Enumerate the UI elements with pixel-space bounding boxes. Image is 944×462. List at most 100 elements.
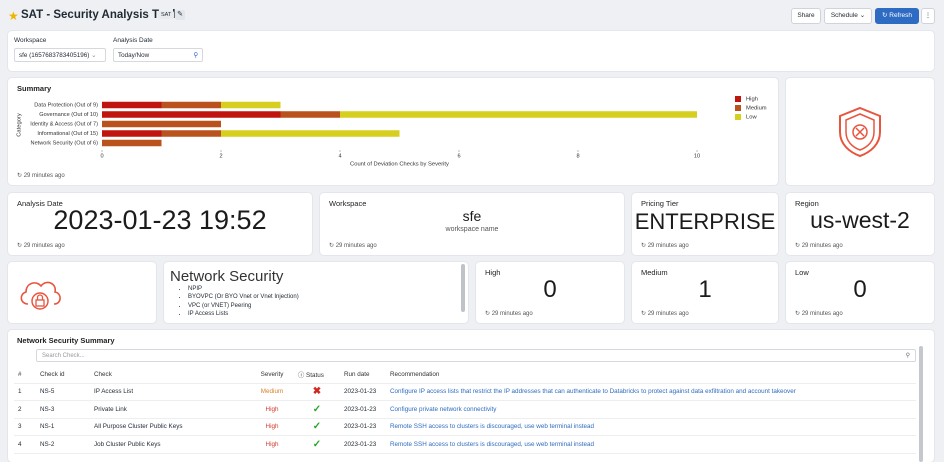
table-row[interactable]: 1 NS-5 IP Access List Medium ✖ 2023-01-23 Conf… [14, 383, 916, 401]
table-row[interactable]: 4 NS-2 Job Cluster Public Keys High ✓ 2023-01… [14, 435, 916, 454]
column-header: Run date [340, 366, 386, 384]
status-icon: ✓ [312, 403, 322, 415]
bar-segment [102, 139, 162, 147]
bar-segment [102, 120, 221, 128]
x-tick-label: 6 [457, 153, 460, 159]
counter-panel: Analysis Date 2023-01-23 19:52 29 minute… [8, 193, 312, 255]
table-panel: Network Security Summary Search Check...… [8, 330, 934, 462]
schedule-label: Schedule [830, 12, 858, 19]
column-header: Severity [250, 366, 294, 384]
num-cell: 3 [14, 418, 36, 436]
check-id-cell: NS-2 [36, 435, 90, 454]
counter-panel: Region us-west-2 29 minutes ago [786, 193, 934, 255]
scrollbar[interactable] [919, 346, 923, 462]
list-item: IP Access Lists [188, 310, 299, 318]
check-cell: All Purpose Cluster Public Keys [90, 418, 250, 436]
run-date-cell: 2023-01-23 [340, 435, 386, 454]
status-cell: ✓ [294, 418, 340, 436]
legend-label: Medium [746, 106, 767, 112]
run-date-cell: 2023-01-23 [340, 383, 386, 401]
check-cell: Private Link [90, 400, 250, 419]
updated-time: 29 minutes ago [17, 172, 65, 179]
updated-time: 29 minutes ago [17, 242, 65, 249]
status-icon: ✓ [312, 421, 322, 433]
edit-button[interactable]: ✎ [175, 10, 185, 20]
counter-title: Low [795, 268, 809, 277]
severity-cell: High [250, 418, 294, 436]
workspace-select[interactable]: sfe (1657683783405196) ⌄ [14, 48, 106, 62]
shield-panel [786, 78, 934, 185]
updated-time: 29 minutes ago [795, 242, 843, 249]
counter-title: High [485, 268, 501, 277]
bar-segment [161, 101, 221, 109]
counter-value: 0 [853, 276, 867, 303]
severity-cell: Medium [250, 383, 294, 401]
counter-title: Pricing Tier [641, 199, 679, 208]
counter-value: 2023-01-23 19:52 [53, 205, 267, 235]
recommendation-cell: Configure private network connectivity [386, 400, 916, 419]
share-button[interactable]: Share [791, 8, 821, 24]
bar-segment [340, 111, 697, 118]
legend-swatch [735, 114, 741, 120]
list-item: BYOVPC (Or BYO Vnet or Vnet Injection) [188, 293, 299, 301]
more-button[interactable]: ⋮ [921, 8, 935, 24]
status-cell: ✓ [294, 400, 340, 419]
counter-value: us-west-2 [810, 207, 910, 233]
bar-segment [102, 130, 162, 137]
counter-value: 0 [543, 276, 557, 303]
bar-segment [102, 101, 162, 109]
x-axis-label: Count of Deviation Checks by Severity [350, 162, 449, 168]
recommendation-cell: Configure IP access lists that restrict … [386, 383, 916, 401]
y-tick-label: Identity & Access (Out of 7) [30, 121, 98, 127]
workspace-value: sfe (1657683783405196) [19, 52, 90, 59]
y-tick-label: Informational (Out of 15) [37, 131, 98, 137]
counter-title: Analysis Date [17, 199, 63, 208]
text-heading: Network Security [170, 268, 284, 285]
refresh-button[interactable]: ↻ Refresh [875, 8, 919, 24]
search-box[interactable]: Search Check... ⚲ [36, 349, 916, 362]
panel-title: Network Security Summary [17, 336, 115, 345]
y-tick-label: Governance (Out of 10) [39, 112, 98, 118]
date-input[interactable]: Today/Now ⚲ [113, 48, 203, 62]
counter-title: Medium [641, 268, 668, 277]
table-row[interactable]: 3 NS-1 All Purpose Cluster Public Keys High… [14, 418, 916, 436]
bar-segment [221, 101, 281, 109]
bar-segment [161, 130, 221, 137]
status-cell: ✓ [294, 435, 340, 454]
bar-segment [102, 111, 281, 118]
bar-segment [280, 111, 340, 118]
check-id-cell: NS-5 [36, 383, 90, 401]
column-header: Check [90, 366, 250, 384]
counter-value: 1 [698, 276, 712, 303]
check-cell: Job Cluster Public Keys [90, 435, 250, 454]
x-tick-label: 10 [694, 153, 700, 159]
num-cell: 1 [14, 383, 36, 401]
counter-value: sfe [462, 208, 482, 224]
schedule-button[interactable]: Schedule ⌄ [824, 8, 872, 24]
column-header: # [14, 366, 36, 384]
list-item: VPC (or VNET) Peering [188, 302, 299, 310]
updated-time: 29 minutes ago [641, 310, 689, 317]
column-header: Recommendation [386, 366, 916, 384]
y-axis-label: Category [17, 113, 23, 137]
x-tick-label: 2 [219, 153, 222, 159]
x-tick-label: 4 [338, 153, 341, 159]
table: # Check id Check Severity ⓘ Status Run date Re… [14, 366, 916, 454]
info-icon: ⓘ [298, 371, 307, 379]
scrollbar[interactable] [461, 264, 465, 312]
table-row[interactable]: 2 NS-3 Private Link High ✓ 2023-01-23 Configur… [14, 400, 916, 419]
updated-time: 29 minutes ago [641, 242, 689, 249]
shield-icon [839, 106, 881, 158]
workspace-label: Workspace [14, 37, 47, 44]
dashboard-title: SAT - Security Analysis Tool [21, 9, 176, 21]
badge: SAT [158, 11, 175, 19]
refresh-label: Refresh [889, 12, 913, 19]
counter-value: ENTERPRISE [634, 209, 776, 234]
y-tick-label: Data Protection (Out of 9) [34, 102, 98, 108]
filters-panel: Workspace sfe (1657683783405196) ⌄ Analy… [8, 31, 934, 71]
recommendation-cell: Remote SSH access to clusters is discour… [386, 435, 916, 454]
favorite-star[interactable]: ★ [8, 9, 19, 23]
updated-time: 29 minutes ago [329, 242, 377, 249]
date-value: Today/Now [118, 52, 150, 59]
